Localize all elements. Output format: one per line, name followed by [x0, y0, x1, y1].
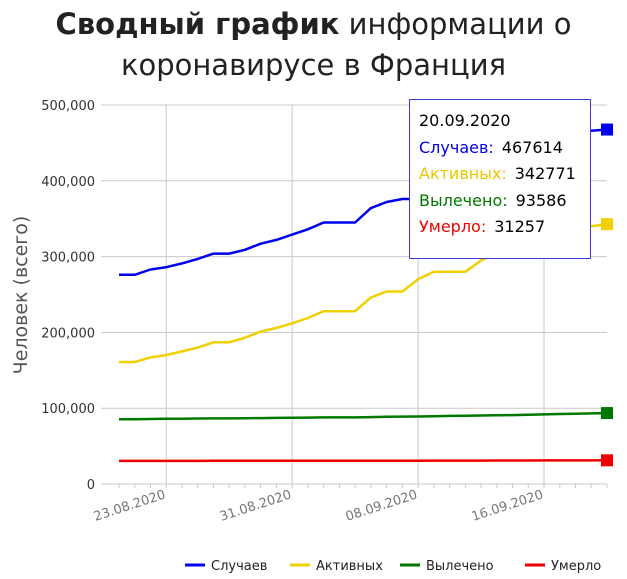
x-tick-label: 23.08.2020 [92, 488, 167, 525]
tooltip-value: 93586 [515, 190, 567, 210]
series-end-marker-0 [601, 123, 613, 136]
hover-tooltip: 20.09.2020 Случаев: 467614 Активных: 34277… [409, 99, 591, 259]
tooltip-value: 467614 [501, 137, 563, 157]
y-tick-label: 400,000 [41, 175, 95, 190]
chart-title-bold: Сводный график [55, 7, 340, 41]
series-end-marker-1 [601, 218, 613, 231]
chart-title: Сводный график информации о коронавирусе… [0, 4, 627, 86]
tooltip-value: 31257 [494, 217, 546, 236]
y-tick-label: 100,000 [41, 402, 95, 417]
tooltip-row-deaths: Умерло: 31257 [419, 214, 590, 241]
y-tick-label: 300,000 [41, 251, 95, 266]
y-tick-label: 500,000 [41, 99, 95, 114]
legend-label: Вылечено [426, 559, 494, 574]
series-end-marker-2 [601, 407, 613, 420]
legend-label: Случаев [211, 559, 267, 574]
series-end-marker-3 [601, 454, 613, 467]
chart-title-rest: информации о [339, 7, 572, 41]
x-tick-label: 16.09.2020 [470, 488, 545, 525]
legend-label: Умерло [551, 559, 601, 574]
y-tick-label: 0 [87, 478, 95, 493]
tooltip-value: 342771 [514, 164, 576, 183]
tooltip-label: Вылечено: [419, 190, 508, 210]
legend-label: Активных [316, 559, 383, 574]
y-axis: 0 100,000 200,000 300,000 400,000 500,000 Чело… [10, 99, 95, 493]
y-tick-label: 200,000 [41, 326, 95, 341]
tooltip-row-cases: Случаев: 467614 [419, 135, 590, 162]
tooltip-label: Умерло: [419, 217, 487, 236]
x-tick-label: 08.09.2020 [344, 488, 419, 525]
chart-title-line2: коронавирусе в Франция [120, 48, 507, 82]
y-axis-title: Человек (всего) [10, 216, 32, 375]
tooltip-label: Случаев: [419, 137, 494, 157]
series-line-2 [119, 411, 608, 421]
tooltip-row-active: Активных: 342771 [419, 161, 590, 188]
series-line-3 [119, 459, 608, 463]
x-axis: 23.08.2020 31.08.2020 08.09.2020 16.09.2020 [92, 484, 608, 525]
tooltip-row-recovered: Вылечено: 93586 [419, 188, 590, 215]
tooltip-date: 20.09.2020 [419, 111, 511, 130]
x-tick-label: 31.08.2020 [218, 488, 293, 525]
tooltip-label: Активных: [419, 164, 507, 183]
legend: Случаев Активных Вылечено Умерло [185, 559, 601, 574]
